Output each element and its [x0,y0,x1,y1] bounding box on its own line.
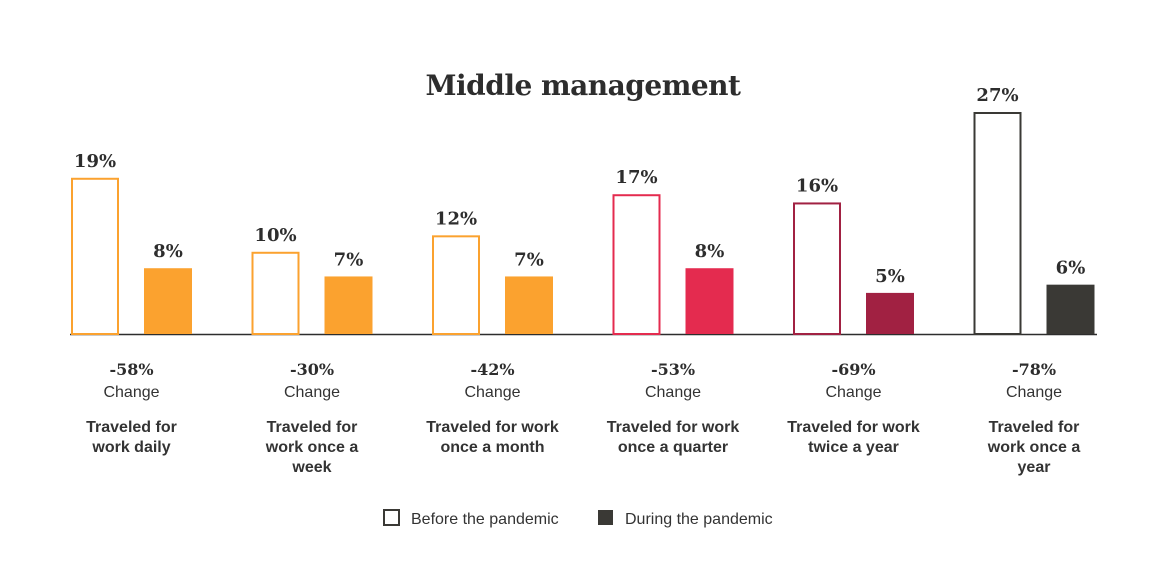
category-label-line: Traveled for [989,419,1080,436]
bar-during-6 [1046,284,1095,334]
change-value-4: -53% [651,360,695,379]
category-label-line: twice a year [808,439,899,456]
bars-layer [70,112,1097,336]
data-label-before-6: 27% [976,85,1018,106]
change-value-5: -69% [831,360,875,379]
data-label-during-5: 5% [875,266,905,287]
bar-before-2 [251,251,300,335]
change-value-6: -78% [1012,360,1056,379]
change-value-3: -42% [470,360,514,379]
change-value-1: -58% [109,360,153,379]
bar-before-3 [432,235,480,335]
bar-before-5 [793,202,841,335]
change-label-3: Change [464,384,520,401]
category-label-6: Traveled for work once a year [987,419,1081,476]
labels-layer: 19% 8% -58% Change Traveled for work daily 10%… [74,85,1085,476]
category-label-2: Traveled for work once a week [265,419,359,476]
data-label-during-4: 8% [695,241,725,262]
legend-label-during: During the pandemic [625,511,773,528]
data-label-during-3: 7% [514,249,544,270]
change-label-1: Change [103,384,159,401]
chart-title: Middle management [426,69,741,102]
category-label-line: Traveled for work [426,419,559,436]
data-label-before-5: 16% [796,175,838,196]
category-label-line: year [1018,459,1051,476]
bar-before-6 [973,112,1022,335]
change-label-4: Change [645,384,701,401]
category-label-5: Traveled for work twice a year [787,419,920,456]
bar-during-5 [866,292,914,334]
category-label-line: Traveled for work [787,419,920,436]
data-label-during-2: 7% [334,249,364,270]
data-label-before-4: 17% [615,167,657,188]
change-label-2: Change [284,384,340,401]
bar-before-1 [71,177,119,335]
change-value-2: -30% [290,360,334,379]
bar-before-4 [612,194,661,335]
legend-swatch-before [383,509,400,526]
bar-during-3 [505,276,553,334]
category-label-line: Traveled for [86,419,177,436]
bar-during-4 [685,268,734,334]
data-label-before-3: 12% [435,208,477,229]
category-label-4: Traveled for work once a quarter [607,419,740,456]
data-label-during-6: 6% [1056,258,1086,279]
category-label-line: Traveled for work [607,419,740,436]
category-label-line: week [291,459,331,476]
category-label-line: work daily [91,439,170,456]
category-label-line: work once a [265,439,359,456]
change-label-5: Change [825,384,881,401]
bar-during-1 [144,268,192,334]
category-label-line: Traveled for [267,419,358,436]
category-label-line: work once a [987,439,1081,456]
bar-during-2 [324,276,373,334]
category-label-3: Traveled for work once a month [426,419,559,456]
category-label-1: Traveled for work daily [86,419,177,456]
data-label-before-1: 19% [74,151,116,172]
data-label-before-2: 10% [254,225,296,246]
data-label-during-1: 8% [153,241,183,262]
change-label-6: Change [1006,384,1062,401]
legend: Before the pandemic During the pandemic [383,509,773,528]
legend-label-before: Before the pandemic [411,511,559,528]
category-label-line: once a quarter [618,439,728,456]
legend-swatch-during [598,510,613,525]
category-label-line: once a month [440,439,544,456]
